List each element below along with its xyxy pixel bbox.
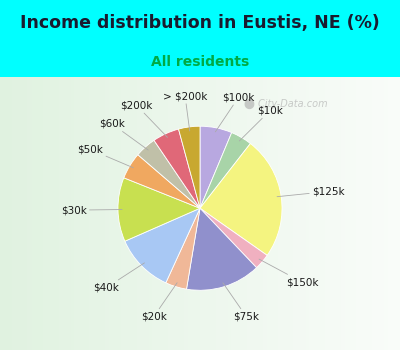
Text: $20k: $20k	[141, 283, 177, 322]
Wedge shape	[118, 178, 200, 241]
Wedge shape	[200, 126, 232, 208]
Text: $125k: $125k	[277, 187, 344, 197]
Text: $30k: $30k	[61, 205, 122, 215]
Text: $150k: $150k	[259, 259, 318, 287]
Wedge shape	[200, 133, 250, 208]
Wedge shape	[138, 140, 200, 208]
Text: $100k: $100k	[215, 92, 255, 132]
Text: $60k: $60k	[99, 119, 148, 150]
Wedge shape	[200, 208, 267, 268]
Wedge shape	[166, 208, 200, 289]
Text: $50k: $50k	[77, 145, 133, 168]
Wedge shape	[178, 126, 200, 208]
Wedge shape	[186, 208, 256, 290]
Text: $40k: $40k	[94, 263, 144, 293]
Wedge shape	[200, 144, 282, 256]
Text: Income distribution in Eustis, NE (%): Income distribution in Eustis, NE (%)	[20, 14, 380, 32]
Wedge shape	[125, 208, 200, 283]
Wedge shape	[154, 129, 200, 208]
Text: > $200k: > $200k	[163, 91, 207, 131]
Text: $75k: $75k	[223, 283, 259, 322]
Text: $200k: $200k	[120, 100, 168, 138]
Text: $10k: $10k	[239, 106, 283, 141]
Wedge shape	[124, 155, 200, 208]
Text: ⬤ City-Data.com: ⬤ City-Data.com	[244, 99, 328, 109]
Text: All residents: All residents	[151, 55, 249, 69]
